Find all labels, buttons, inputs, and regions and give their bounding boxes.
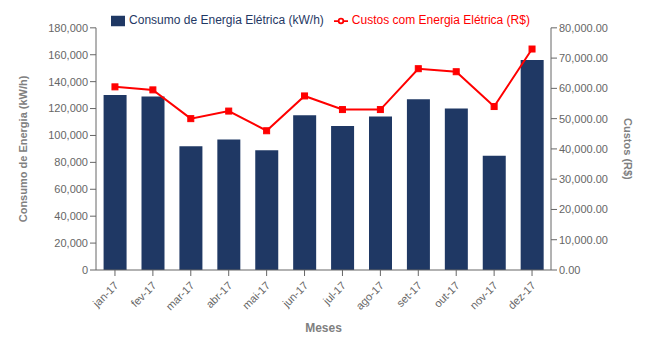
svg-text:mai-17: mai-17 <box>240 279 272 311</box>
svg-text:Custos (R$): Custos (R$) <box>622 118 634 180</box>
svg-text:70,000.00: 70,000.00 <box>559 52 608 64</box>
html-text:Consumo de Energia Elétrica (k: Consumo de Energia Elétrica (kW/h) <box>129 13 324 27</box>
svg-text:180,000: 180,000 <box>48 22 88 34</box>
svg-text:160,000: 160,000 <box>48 49 88 61</box>
svg-text:dez-17: dez-17 <box>505 279 537 311</box>
svg-text:40,000: 40,000 <box>54 210 88 222</box>
svg-text:120,000: 120,000 <box>48 102 88 114</box>
svg-text:0.00: 0.00 <box>559 264 580 276</box>
svg-text:jan-17: jan-17 <box>90 279 121 310</box>
svg-text:Meses: Meses <box>305 321 342 335</box>
svg-text:jul-17: jul-17 <box>320 279 348 307</box>
svg-text:mar-17: mar-17 <box>163 279 196 312</box>
svg-text:0: 0 <box>82 264 88 276</box>
svg-text:80,000.00: 80,000.00 <box>559 22 608 34</box>
svg-text:100,000: 100,000 <box>48 129 88 141</box>
svg-text:20,000.00: 20,000.00 <box>559 203 608 215</box>
svg-text:10,000.00: 10,000.00 <box>559 234 608 246</box>
svg-text:80,000: 80,000 <box>54 156 88 168</box>
svg-text:40,000.00: 40,000.00 <box>559 143 608 155</box>
svg-text:30,000.00: 30,000.00 <box>559 173 608 185</box>
svg-text:60,000: 60,000 <box>54 183 88 195</box>
svg-text:out-17: out-17 <box>431 279 462 310</box>
svg-text:ago-17: ago-17 <box>353 279 386 312</box>
html-text:Custos com Energia Elétrica (R: Custos com Energia Elétrica (R$) <box>351 13 530 27</box>
svg-text:nov-17: nov-17 <box>468 279 500 311</box>
svg-text:50,000.00: 50,000.00 <box>559 113 608 125</box>
svg-text:jun-17: jun-17 <box>279 279 310 310</box>
svg-text:140,000: 140,000 <box>48 76 88 88</box>
svg-text:set-17: set-17 <box>394 279 424 309</box>
svg-text:abr-17: abr-17 <box>203 279 234 310</box>
svg-text:fev-17: fev-17 <box>128 279 158 309</box>
svg-text:20,000: 20,000 <box>54 237 88 249</box>
svg-text:Consumo de Energia (kW/h): Consumo de Energia (kW/h) <box>17 75 29 222</box>
svg-text:60,000.00: 60,000.00 <box>559 82 608 94</box>
